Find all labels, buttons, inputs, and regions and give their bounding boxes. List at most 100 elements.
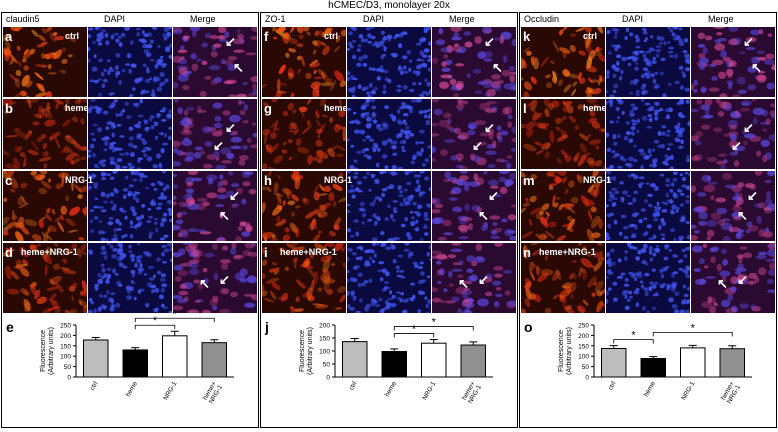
micrograph-merge: ↙ ↖ (691, 171, 775, 241)
micrograph-dapi (606, 171, 690, 241)
category-label: heme+NRG-1 (461, 380, 483, 405)
y-tick-label: 200 (60, 333, 71, 340)
micrograph-stain (262, 171, 346, 241)
y-tick-label: 100 (60, 354, 71, 361)
micrograph-stain (3, 99, 87, 169)
panel-letter: c (5, 173, 13, 188)
arrow-icon: ↙ (731, 138, 742, 153)
micrograph-stain (3, 243, 87, 313)
significance-star: * (432, 317, 437, 329)
image-row: ↖ ↙ d heme+NRG-1 (3, 243, 257, 313)
significance-star: * (153, 315, 158, 327)
y-axis-label: Fluorescence(Arbitrary units) (40, 327, 55, 375)
bar-chart: 0 50 100 150 200 250 Fluorescence(Arbitrary un… (2, 308, 258, 427)
y-tick-label: 50 (323, 362, 331, 369)
bar (719, 348, 745, 378)
arrow-icon: ↙ (488, 188, 499, 203)
y-tick-label: 0 (67, 375, 71, 382)
micrograph-merge: ↙ ↙ (432, 99, 516, 169)
micrograph-dapi (347, 27, 431, 97)
category-label: ctrl (89, 380, 100, 391)
y-axis-label: Fluorescence(Arbitrary units) (558, 327, 573, 375)
chart-svg: 0 50 100 150 200 250 Fluorescence(Arbitrary un… (558, 322, 752, 405)
column-header-merge: Merge (708, 14, 734, 24)
column-header-stain: claudin5 (6, 14, 40, 24)
micrograph-merge: ↖ ↙ (173, 243, 257, 313)
panel-letter: m (523, 173, 535, 188)
arrow-icon: ↙ (484, 120, 495, 135)
micrograph-stain (521, 171, 605, 241)
image-row: ↙ ↖ h NRG-1 (262, 171, 516, 241)
category-label: ctrl (607, 380, 618, 391)
condition-label: heme+NRG-1 (539, 247, 596, 257)
micrograph-merge: ↙ ↙ (691, 99, 775, 169)
y-tick-label: 250 (578, 323, 589, 330)
bar (640, 357, 666, 378)
micrograph-merge: ↙ ↖ (173, 171, 257, 241)
y-tick-label: 200 (578, 333, 589, 340)
micrograph-dapi (88, 27, 172, 97)
category-label: NRG-1 (421, 380, 437, 401)
bar (342, 341, 368, 378)
arrow-icon: ↖ (219, 208, 230, 223)
image-row: ↖ ↙ n heme+NRG-1 (521, 243, 775, 313)
y-tick-label: 250 (60, 323, 71, 330)
image-row: ↙ ↙ g heme (262, 99, 516, 169)
micrograph-merge: ↙ ↖ (432, 27, 516, 97)
micrograph-dapi (347, 99, 431, 169)
bar-chart: 0 50 100 150 200 Fluorescence(Arbitrary units… (261, 313, 517, 427)
significance-star: * (691, 322, 696, 334)
arrow-icon: ↖ (751, 60, 762, 75)
arrow-icon: ↖ (737, 208, 748, 223)
arrow-icon: ↖ (458, 276, 469, 291)
micrograph-merge: ↙ ↖ (173, 27, 257, 97)
micrograph-stain (521, 27, 605, 97)
micrograph-dapi (606, 243, 690, 313)
significance-bracket (134, 317, 215, 323)
micrograph-merge: ↖ ↙ (691, 243, 775, 313)
column-header-dapi: DAPI (622, 14, 644, 24)
arrow-icon: ↖ (478, 208, 489, 223)
arrow-icon: ↙ (743, 120, 754, 135)
chart-svg: 0 50 100 150 200 250 Fluorescence(Arbitrary un… (40, 308, 234, 405)
bar-chart: 0 50 100 150 200 250 Fluorescence(Arbitrary un… (520, 313, 776, 427)
condition-label: NRG-1 (324, 175, 353, 185)
y-tick-label: 150 (60, 343, 71, 350)
category-label: heme (384, 380, 398, 398)
panel-letter: f (264, 29, 269, 44)
bar (381, 351, 407, 378)
y-tick-label: 50 (582, 364, 590, 371)
significance-bracket (393, 326, 474, 331)
panel-letter: k (523, 29, 531, 44)
image-row: ↙ ↖ m NRG-1 (521, 171, 775, 241)
chart-svg: 0 50 100 150 200 Fluorescence(Arbitrary units… (299, 317, 493, 405)
arrow-icon: ↙ (737, 272, 748, 287)
micrograph-merge: ↙ ↙ (173, 99, 257, 169)
arrow-icon: ↙ (229, 188, 240, 203)
significance-bracket (652, 331, 733, 337)
micrograph-merge: ↙ ↖ (432, 171, 516, 241)
panel-letter: g (264, 101, 272, 116)
y-tick-label: 0 (585, 375, 589, 382)
panel-letter: b (5, 101, 13, 116)
significance-bracket (393, 333, 435, 338)
y-tick-label: 100 (578, 354, 589, 361)
column-header-dapi: DAPI (104, 14, 126, 24)
micrograph-dapi (606, 27, 690, 97)
micrograph-merge: ↙ ↖ (691, 27, 775, 97)
category-label: heme (125, 380, 139, 398)
arrow-icon: ↙ (747, 188, 758, 203)
y-tick-label: 0 (326, 375, 330, 382)
micrograph-stain (3, 171, 87, 241)
micrograph-dapi (347, 243, 431, 313)
panel-letter: n (523, 245, 531, 260)
y-tick-label: 200 (319, 323, 330, 330)
significance-bracket (613, 339, 654, 344)
bar (83, 339, 109, 378)
micrograph-stain (3, 27, 87, 97)
condition-label: heme (324, 103, 348, 113)
panel-letter: d (5, 245, 13, 260)
image-row: ↙ ↖ f ctrl (262, 27, 516, 97)
image-row: ↙ ↖ k ctrl (521, 27, 775, 97)
column-header-stain: ZO-1 (265, 14, 286, 24)
